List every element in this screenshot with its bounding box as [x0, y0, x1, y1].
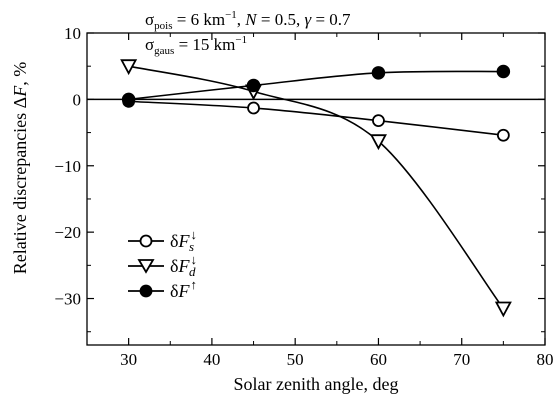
legend: δF↓ s δF↓ d δF↑: [128, 227, 197, 301]
legend-filled-circle-marker: [139, 284, 153, 298]
annotation-line-2: σgaus = 15 km−1: [145, 34, 247, 57]
data-point-filled-circle: [121, 92, 136, 107]
data-point-triangle: [120, 59, 138, 76]
series-line-1: [128, 65, 505, 309]
series-lines: [128, 65, 505, 309]
svg-text:δF↑: δF↑: [170, 277, 197, 301]
x-tick-label: 30: [120, 350, 137, 369]
data-point-open-circle: [372, 114, 385, 128]
svg-text:δF↓d: δF↓ d: [170, 252, 197, 279]
data-point-filled-circle: [371, 66, 386, 80]
data-point-open-circle: [247, 101, 260, 115]
data-point-open-circle: [496, 128, 510, 142]
legend-triangle-marker: [137, 259, 155, 274]
legend-entry-fd-down: δF↓ d: [128, 252, 197, 279]
data-point-filled-circle: [496, 64, 511, 79]
legend-open-circle-marker: [139, 234, 153, 248]
y-tick-label: 0: [73, 90, 82, 109]
plot-border: [86, 32, 546, 346]
series-line-0: [128, 100, 504, 137]
data-point-triangle: [369, 134, 387, 151]
legend-entry-f-up: δF↑: [128, 277, 197, 301]
legend-entry-fs-down: δF↓ s: [128, 227, 197, 254]
plot-frame: [86, 32, 546, 346]
annotation-line-1: σpois = 6 km−1, N = 0.5, γ = 0.7: [145, 9, 351, 32]
axis-ticks: [86, 32, 546, 345]
x-tick-label: 40: [203, 350, 220, 369]
x-tick-label: 60: [370, 350, 387, 369]
series-line-2: [128, 70, 504, 101]
tick-labels: 30 40 50 60 70 80 10 0 −10 −20 −30: [54, 24, 553, 369]
data-point-triangle: [494, 301, 512, 318]
y-tick-label: 10: [64, 24, 81, 43]
svg-text:δF↓s: δF↓ s: [170, 227, 197, 254]
y-axis-title: Relative discrepancies ΔF, %: [10, 62, 30, 275]
y-tick-label: −10: [54, 157, 81, 176]
x-tick-label: 70: [453, 350, 470, 369]
series-markers: [120, 59, 512, 318]
data-point-filled-circle: [246, 78, 261, 93]
y-tick-label: −30: [54, 290, 81, 309]
x-tick-label: 80: [537, 350, 554, 369]
x-axis-title: Solar zenith angle, deg: [234, 374, 399, 394]
y-tick-label: −20: [54, 223, 81, 242]
x-tick-label: 50: [287, 350, 304, 369]
